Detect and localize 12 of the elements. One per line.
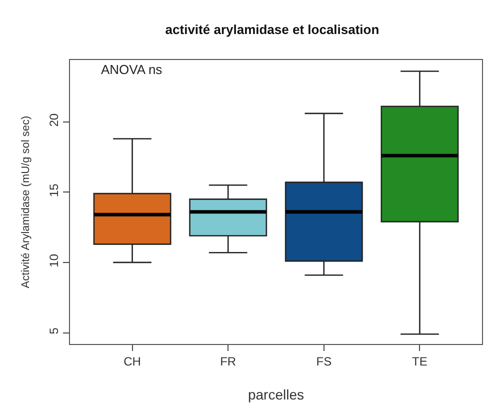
chart-title: activité arylamidase et localisation: [165, 22, 380, 37]
x-tick-label: CH: [124, 354, 141, 368]
y-tick-label: 15: [47, 183, 62, 198]
x-tick-label: FS: [316, 354, 332, 368]
y-tick-label: 10: [47, 254, 62, 268]
y-tick-label: 20: [47, 113, 62, 127]
x-tick-label: TE: [412, 354, 428, 368]
y-tick-label: 5: [47, 327, 62, 334]
y-axis-title: Activité Arylamidase (mU/g sol sec): [20, 116, 32, 288]
annotation: ANOVA ns: [101, 62, 163, 77]
x-axis-title: parcelles: [248, 386, 304, 403]
x-tick-label: FR: [220, 354, 236, 368]
